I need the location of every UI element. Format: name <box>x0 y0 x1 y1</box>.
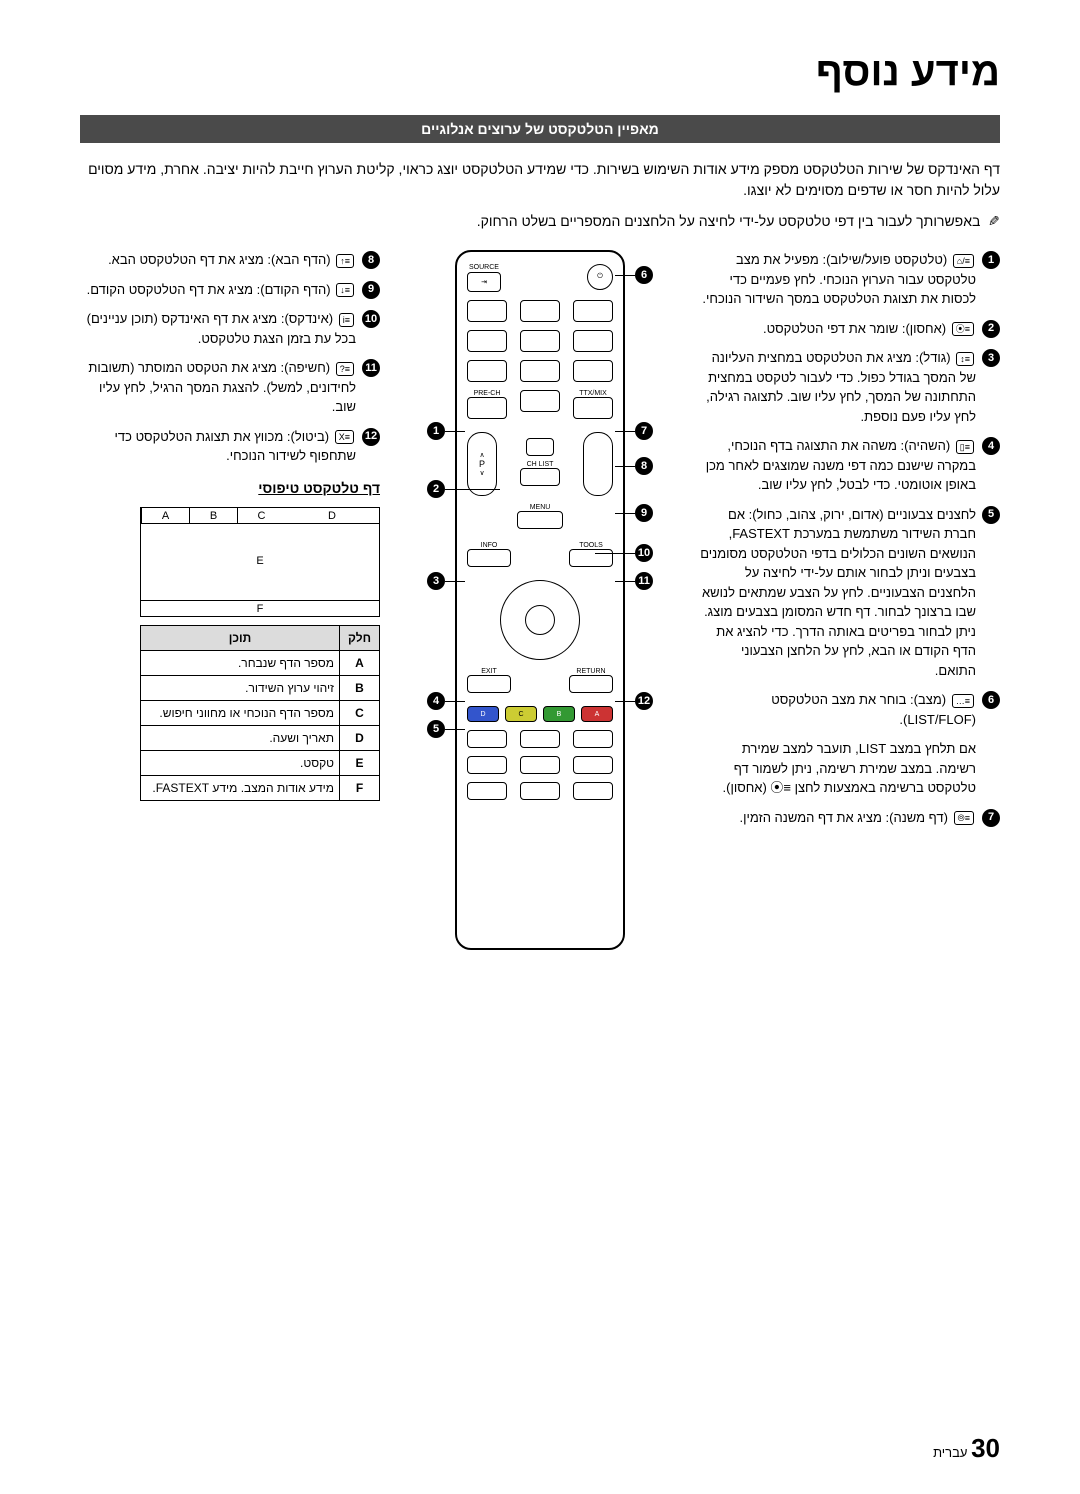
table-row: Bזיהוי ערוץ השידור. <box>141 675 380 700</box>
callout-11b: 11 <box>635 572 653 590</box>
left-column: 1 ≡/⌂ (טלטקסט פועל/שילוב): מפעיל את מצב … <box>700 250 1000 950</box>
diagram-cell-f: F <box>141 600 379 616</box>
callout-8b: 8 <box>635 457 653 475</box>
table-row: Cמספר הדף הנוכחי או מחווני חיפוש. <box>141 700 380 725</box>
feature-6-sub: אם תלחץ במצב LIST, תועבר למצב שמירת רשימ… <box>700 739 976 798</box>
right-column: 8 ≡↑ (הדף הבא): מציג את דף הטלטקסט הבא. … <box>80 250 380 950</box>
dpad-ok <box>525 605 555 635</box>
return-label: RETURN <box>569 668 613 675</box>
feature-3: 3 ≡↕ (גודל): מציג את הטלטקסט במחצית העלי… <box>700 348 1000 426</box>
chlist-label: CH LIST <box>520 461 560 468</box>
typical-page-heading: דף טלטקסט טיפוסי <box>80 478 380 499</box>
tt-prev-icon: ≡↓ <box>336 283 354 297</box>
mute-button <box>526 438 554 456</box>
prech-button <box>467 397 507 419</box>
callout-6: 6 <box>635 266 653 284</box>
feature-10: 10 ≡i (אינדקס): מציג את דף האינדקס (תוכן… <box>80 309 380 348</box>
table-header-content: תוכן <box>141 625 340 650</box>
callout-5: 5 <box>427 720 445 738</box>
power-icon: ⏻ <box>587 264 613 290</box>
diagram-cell-c: C <box>237 508 285 523</box>
prech-label: PRE-CH <box>467 390 507 397</box>
table-row: Aמספר הדף שנבחר. <box>141 650 380 675</box>
table-row: Dתאריך ושעה. <box>141 725 380 750</box>
diagram-cell-e: E <box>141 524 379 600</box>
tt-store-icon: ≡⦿ <box>952 322 974 336</box>
pencil-icon: ✎ <box>988 213 1000 230</box>
remote-control-diagram: ⏻ SOURCE ⇥ TTX/MIX PRE-CH CH LIST <box>455 250 625 950</box>
volume-rocker <box>583 432 613 496</box>
feature-11: 11 ≡? (חשיפה): מציג את הטקסט המוסתר (תשו… <box>80 358 380 417</box>
ttxmix-label: TTX/MIX <box>573 390 613 397</box>
feature-2: 2 ≡⦿ (אחסון): שומר את דפי הטלטקסט. <box>700 319 1000 339</box>
source-label: SOURCE <box>467 264 501 271</box>
tt-onoff-icon: ≡/⌂ <box>953 254 974 268</box>
note-text: באפשרותך לעבור בין דפי טלטקסט על-ידי לחי… <box>477 213 981 229</box>
parts-table: חלק תוכן Aמספר הדף שנבחר. Bזיהוי ערוץ הש… <box>140 625 380 801</box>
feature-1: 1 ≡/⌂ (טלטקסט פועל/שילוב): מפעיל את מצב … <box>700 250 1000 309</box>
exit-label: EXIT <box>467 668 511 675</box>
tt-mode-icon: ≡… <box>952 694 974 708</box>
callout-9b: 9 <box>635 504 653 522</box>
page-title: מידע נוסף <box>80 50 1000 95</box>
chlist-button <box>520 468 560 486</box>
feature-5: 5 לחצנים צבעוניים (אדום, ירוק, צהוב, כחו… <box>700 505 1000 681</box>
return-button <box>569 675 613 693</box>
color-d-button: D <box>467 706 499 722</box>
feature-4: 4 ≡▯ (השהיה): משהה את התצוגה בדף הנוכחי,… <box>700 436 1000 495</box>
tt-next-icon: ≡↑ <box>336 254 354 268</box>
color-b-button: B <box>543 706 575 722</box>
feature-9: 9 ≡↓ (הדף הקודם): מציג את דף הטלטקסט הקו… <box>80 280 380 300</box>
color-c-button: C <box>505 706 537 722</box>
diagram-cell-b: B <box>189 508 237 523</box>
note-line: ✎ באפשרותך לעבור בין דפי טלטקסט על-ידי ל… <box>80 213 1000 230</box>
tt-size-icon: ≡↕ <box>956 352 974 366</box>
exit-button <box>467 675 511 693</box>
feature-12: 12 ≡X (ביטול): מכווץ את תצוגת הטלטקסט כד… <box>80 427 380 466</box>
color-a-button: A <box>581 706 613 722</box>
teletext-page-diagram: D C B A E F <box>140 507 380 617</box>
tools-button <box>569 549 613 567</box>
table-header-part: חלק <box>340 625 380 650</box>
callout-12b: 12 <box>635 692 653 710</box>
tools-label: TOOLS <box>569 542 613 549</box>
page-footer: 30 עברית <box>933 1433 1000 1464</box>
tt-index-icon: ≡i <box>339 313 354 327</box>
menu-label: MENU <box>517 504 563 511</box>
ttxmix-button <box>573 397 613 419</box>
callout-1: 1 <box>427 422 445 440</box>
table-row: Eטקסט. <box>141 750 380 775</box>
num-button <box>573 300 613 322</box>
callout-8-icon: 8 <box>362 251 380 269</box>
dpad <box>500 580 580 660</box>
center-column: ⏻ SOURCE ⇥ TTX/MIX PRE-CH CH LIST <box>400 250 680 950</box>
callout-3: 3 <box>427 572 445 590</box>
callout-7: 7 <box>635 422 653 440</box>
feature-8: 8 ≡↑ (הדף הבא): מציג את דף הטלטקסט הבא. <box>80 250 380 270</box>
feature-7: 7 ≡⦾ (דף משנה): מציג את דף המשנה הזמין. <box>700 808 1000 828</box>
tt-cancel-icon: ≡X <box>335 430 354 444</box>
diagram-cell-a: A <box>141 508 189 523</box>
callout-10b: 10 <box>635 544 653 562</box>
page-lang: עברית <box>933 1445 967 1460</box>
page-number: 30 <box>971 1433 1000 1463</box>
callout-4: 4 <box>427 692 445 710</box>
section-heading-bar: מאפיין הטלטקסט של ערוצים אנלוגיים <box>80 115 1000 143</box>
info-label: INFO <box>467 542 511 549</box>
table-row: Fמידע אודות המצב. מידע FASTEXT. <box>141 775 380 800</box>
intro-paragraph: דף האינדקס של שירות הטלטקסט מספק מידע או… <box>80 159 1000 201</box>
callout-2: 2 <box>427 480 445 498</box>
tt-hold-icon: ≡▯ <box>956 440 974 454</box>
source-button: ⇥ <box>467 272 501 292</box>
p-label: P <box>479 459 485 469</box>
feature-6: 6 ≡… (מצב): בוחר את מצב הטלטקסט (LIST/FL… <box>700 690 1000 729</box>
diagram-cell-d: D <box>285 508 379 523</box>
channel-rocker: ∧P∨ <box>467 432 497 496</box>
tt-subpage-icon: ≡⦾ <box>954 811 974 825</box>
tt-reveal-icon: ≡? <box>336 362 354 376</box>
info-button <box>467 549 511 567</box>
menu-button <box>517 511 563 529</box>
